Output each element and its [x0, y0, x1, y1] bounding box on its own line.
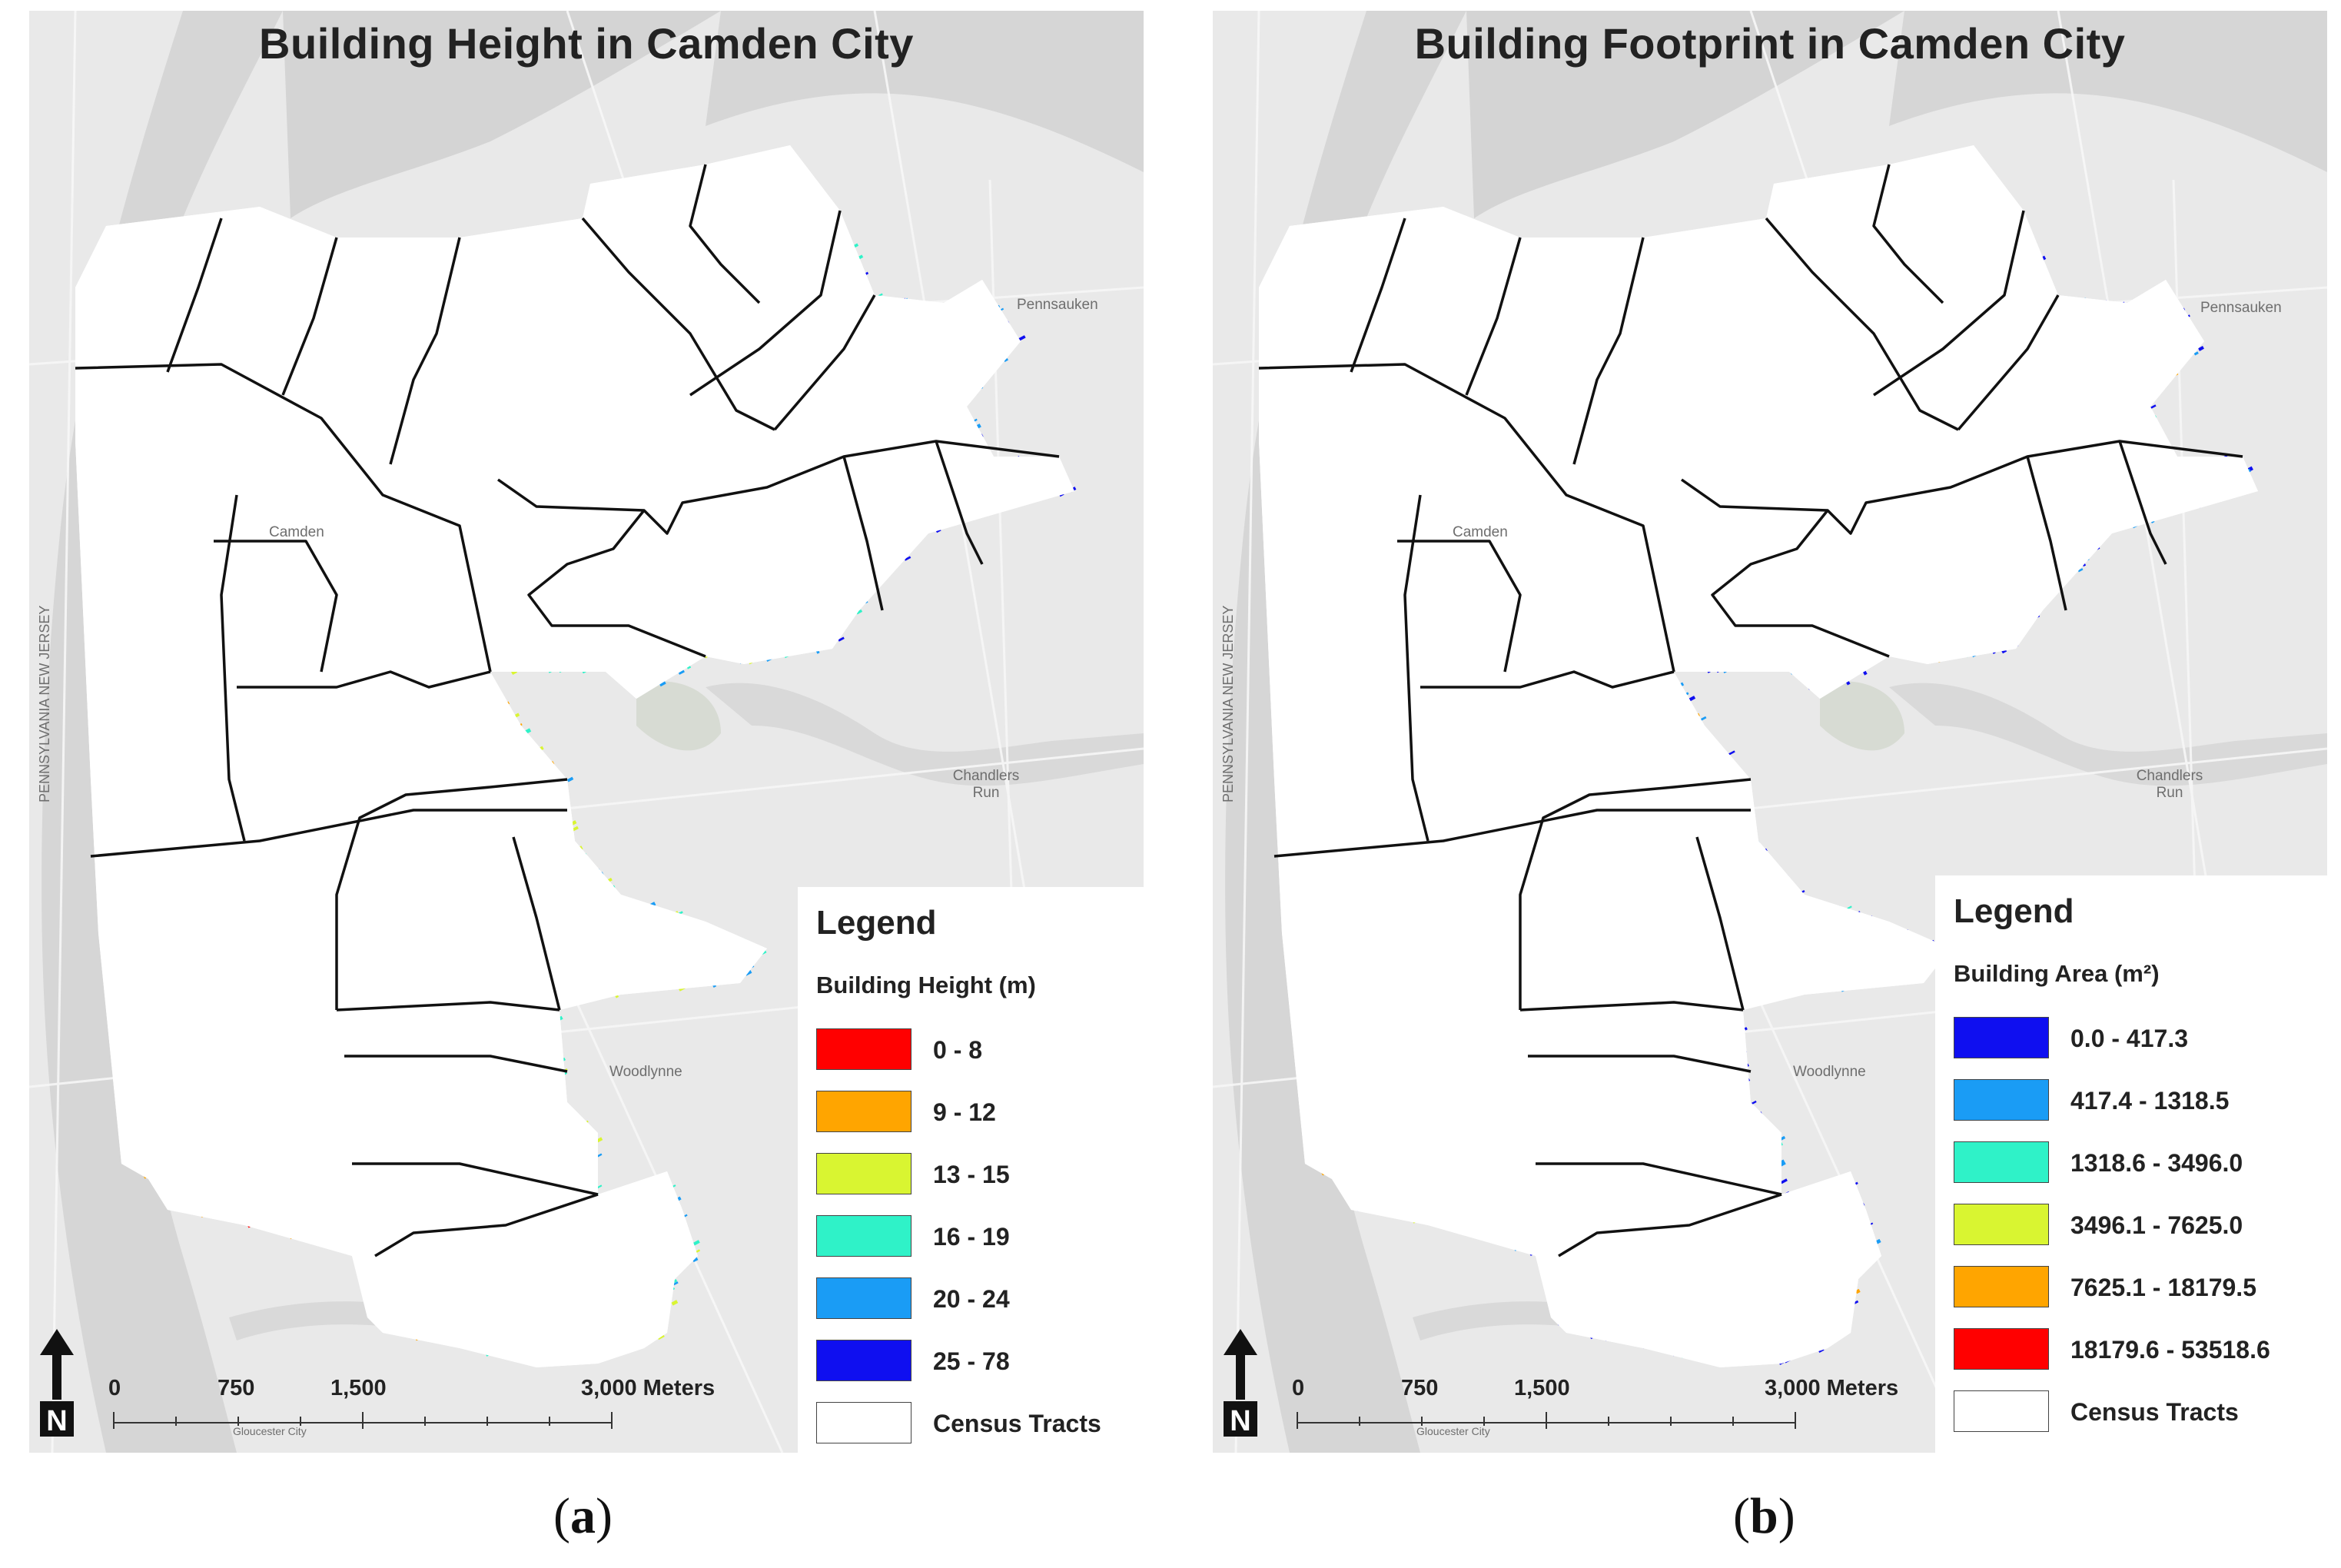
legend-swatch [1954, 1017, 2049, 1058]
legend-row: 7625.1 - 18179.5 [1954, 1266, 2292, 1311]
legend-label: 16 - 19 [933, 1223, 1010, 1251]
legend-label: 417.4 - 1318.5 [2070, 1087, 2230, 1115]
place-label-gloucester-city: Gloucester City [233, 1425, 307, 1437]
scale-tick-label: 0 [108, 1376, 121, 1400]
map-panel-building-height: Building Height in Camden City Pennsauke… [29, 11, 1144, 1453]
basemap [1213, 11, 2327, 1453]
caption-a: (a) [553, 1488, 613, 1544]
legend-label: 25 - 78 [933, 1347, 1010, 1375]
legend-heading: Legend [1954, 892, 2074, 930]
north-letter: N [1230, 1405, 1250, 1437]
legend-swatch [816, 1028, 911, 1070]
legend-label: 1318.6 - 3496.0 [2070, 1149, 2243, 1177]
legend-label: 9 - 12 [933, 1098, 996, 1126]
legend-swatch [1954, 1141, 2049, 1183]
legend-row: Census Tracts [816, 1402, 1144, 1447]
north-arrow-icon: N [40, 1329, 74, 1437]
legend-row: Census Tracts [1954, 1390, 2292, 1435]
legend-field: Building Area (m²) [1954, 960, 2160, 987]
place-label-state-border: PENNSYLVANIA NEW JERSEY [1220, 605, 1236, 802]
scale-tick-label: 750 [1401, 1376, 1439, 1400]
legend: Legend Building Height (m) 0 - 8 9 - 12 … [798, 887, 1144, 1453]
legend-row: 0 - 8 [816, 1028, 1144, 1073]
legend-heading: Legend [816, 904, 937, 942]
legend-row: 18179.6 - 53518.6 [1954, 1328, 2292, 1373]
basemap [29, 11, 1144, 1453]
place-label-pennsauken: Pennsauken [1017, 297, 1098, 313]
place-label-camden: Camden [1453, 524, 1508, 540]
legend-swatch-outline [1954, 1390, 2049, 1432]
north-arrow-icon: N [1224, 1329, 1257, 1437]
place-label-chandlers-run: Chandlers Run [952, 768, 1020, 801]
map-panel-building-footprint: Building Footprint in Camden City Pennsa… [1213, 11, 2327, 1453]
place-label-woodlynne: Woodlynne [609, 1064, 682, 1080]
legend-swatch [816, 1153, 911, 1194]
legend-swatch [816, 1091, 911, 1132]
scale-bar [113, 1412, 613, 1429]
scale-tick-label: 1,500 [1514, 1376, 1570, 1400]
scale-tick-label: 1,500 [330, 1376, 387, 1400]
legend-label: 13 - 15 [933, 1161, 1010, 1188]
legend-swatch [816, 1277, 911, 1319]
place-label-state-border: PENNSYLVANIA NEW JERSEY [37, 605, 52, 802]
legend-label: Census Tracts [933, 1410, 1101, 1437]
map-title: Building Footprint in Camden City [1414, 19, 2126, 68]
scale-tick-label: 0 [1292, 1376, 1305, 1400]
caption-b: (b) [1733, 1488, 1795, 1544]
legend-label: 3496.1 - 7625.0 [2070, 1211, 2243, 1239]
legend-swatch [816, 1215, 911, 1257]
place-label-woodlynne: Woodlynne [1793, 1064, 1866, 1080]
legend: Legend Building Area (m²) 0.0 - 417.3 41… [1935, 875, 2327, 1453]
place-label-camden: Camden [269, 524, 324, 540]
legend-row: 25 - 78 [816, 1340, 1144, 1384]
legend-label: 20 - 24 [933, 1285, 1010, 1313]
scale-tick-label: 3,000 Meters [1765, 1376, 1899, 1400]
scale-bar [1297, 1412, 1796, 1429]
place-label-pennsauken: Pennsauken [2200, 300, 2282, 316]
legend-swatch [1954, 1328, 2049, 1370]
legend-field: Building Height (m) [816, 972, 1036, 998]
legend-row: 1318.6 - 3496.0 [1954, 1141, 2292, 1186]
legend-label: 0.0 - 417.3 [2070, 1025, 2188, 1052]
north-letter: N [46, 1405, 67, 1437]
legend-row: 16 - 19 [816, 1215, 1144, 1260]
legend-swatch [1954, 1204, 2049, 1245]
legend-row: 20 - 24 [816, 1277, 1144, 1322]
place-label-chandlers-run: Chandlers Run [2136, 768, 2203, 801]
legend-label: Census Tracts [2070, 1398, 2239, 1426]
legend-swatch [1954, 1266, 2049, 1307]
legend-row: 13 - 15 [816, 1153, 1144, 1198]
legend-label: 18179.6 - 53518.6 [2070, 1336, 2270, 1364]
legend-swatch [1954, 1079, 2049, 1121]
scale-tick-label: 750 [217, 1376, 255, 1400]
legend-row: 417.4 - 1318.5 [1954, 1079, 2292, 1124]
place-label-gloucester-city: Gloucester City [1416, 1425, 1490, 1437]
legend-row: 3496.1 - 7625.0 [1954, 1204, 2292, 1248]
legend-row: 9 - 12 [816, 1091, 1144, 1135]
legend-swatch [816, 1340, 911, 1381]
legend-swatch-outline [816, 1402, 911, 1443]
legend-label: 7625.1 - 18179.5 [2070, 1274, 2256, 1301]
map-title: Building Height in Camden City [259, 19, 914, 68]
legend-label: 0 - 8 [933, 1036, 983, 1064]
scale-tick-label: 3,000 Meters [581, 1376, 716, 1400]
legend-row: 0.0 - 417.3 [1954, 1017, 2292, 1061]
